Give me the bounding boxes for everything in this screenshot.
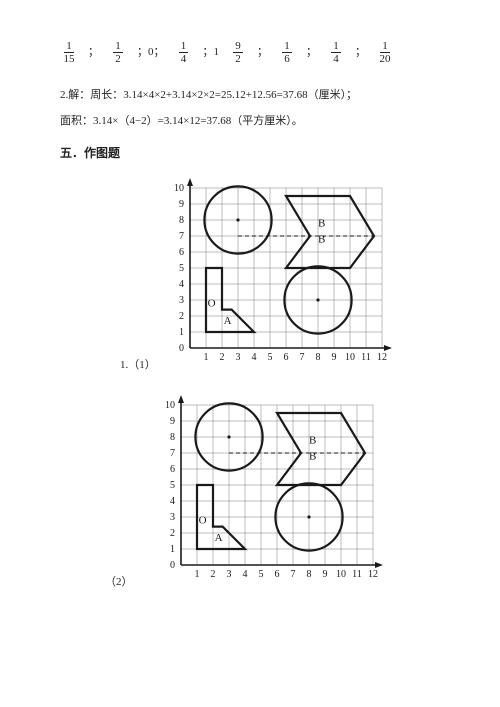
fraction: 14 (327, 40, 345, 65)
separator: ； (253, 44, 272, 62)
svg-text:7: 7 (299, 352, 304, 363)
svg-text:1: 1 (179, 327, 184, 338)
svg-text:4: 4 (170, 496, 175, 507)
svg-text:9: 9 (170, 416, 175, 427)
fraction: 115 (60, 40, 78, 65)
separator: ； (351, 44, 370, 62)
svg-text:8: 8 (315, 352, 320, 363)
svg-text:1: 1 (194, 569, 199, 580)
diagram-2: 012345678910123456789101112AOBB (155, 393, 385, 598)
svg-text:B: B (309, 434, 316, 446)
figure-2-block: （2） 012345678910123456789101112AOBB (105, 393, 450, 598)
svg-text:10: 10 (336, 569, 346, 580)
svg-text:11: 11 (352, 569, 362, 580)
diagram-1: 012345678910123456789101112AOBB (164, 176, 394, 381)
svg-text:A: A (214, 532, 222, 544)
fraction: 120 (376, 40, 394, 65)
svg-text:8: 8 (170, 432, 175, 443)
svg-text:3: 3 (170, 512, 175, 523)
svg-text:3: 3 (179, 295, 184, 306)
svg-text:4: 4 (179, 279, 184, 290)
separator: ；1 (199, 44, 224, 62)
svg-text:1: 1 (203, 352, 208, 363)
figure-2-label: （2） (105, 574, 133, 598)
svg-text:B: B (318, 233, 325, 245)
svg-text:8: 8 (306, 569, 311, 580)
svg-text:3: 3 (235, 352, 240, 363)
area-solution: 面积：3.14×（4−2）=3.14×12=37.68（平方厘米）。 (60, 113, 450, 131)
fraction: 14 (175, 40, 193, 65)
svg-text:9: 9 (179, 199, 184, 210)
svg-text:5: 5 (170, 480, 175, 491)
svg-text:5: 5 (179, 263, 184, 274)
perimeter-solution: 2.解：周长：3.14×4×2+3.14×2×2=25.12+12.56=37.… (60, 87, 450, 105)
svg-text:O: O (198, 514, 206, 526)
svg-text:4: 4 (242, 569, 247, 580)
svg-text:5: 5 (258, 569, 263, 580)
separator: ； (84, 44, 103, 62)
svg-text:0: 0 (170, 560, 175, 571)
svg-text:7: 7 (179, 231, 184, 242)
svg-text:10: 10 (165, 400, 175, 411)
svg-text:1: 1 (170, 544, 175, 555)
svg-text:12: 12 (377, 352, 387, 363)
fraction: 12 (109, 40, 127, 65)
svg-text:6: 6 (283, 352, 288, 363)
figure-1-block: 1.（1） 012345678910123456789101112AOBB (120, 176, 450, 381)
svg-text:2: 2 (179, 311, 184, 322)
figure-1-label: 1.（1） (120, 357, 156, 381)
svg-text:9: 9 (322, 569, 327, 580)
svg-text:O: O (207, 297, 215, 309)
svg-text:12: 12 (368, 569, 378, 580)
svg-text:0: 0 (179, 343, 184, 354)
svg-text:B: B (309, 450, 316, 462)
svg-text:8: 8 (179, 215, 184, 226)
svg-text:10: 10 (174, 183, 184, 194)
section-title: 五．作图题 (60, 144, 450, 163)
svg-text:A: A (223, 315, 231, 327)
svg-text:9: 9 (331, 352, 336, 363)
svg-text:B: B (318, 217, 325, 229)
svg-text:5: 5 (267, 352, 272, 363)
svg-text:7: 7 (170, 448, 175, 459)
svg-text:7: 7 (290, 569, 295, 580)
svg-text:6: 6 (170, 464, 175, 475)
svg-text:2: 2 (170, 528, 175, 539)
fraction: 16 (278, 40, 296, 65)
separator: ； (302, 44, 321, 62)
svg-text:3: 3 (226, 569, 231, 580)
svg-text:4: 4 (251, 352, 256, 363)
fraction: 92 (229, 40, 247, 65)
fraction-answer-row: 115 ； 12 ；0； 14 ；1 92 ； 16 ； 14 ； 120 (60, 40, 450, 65)
separator: ；0； (133, 44, 169, 62)
svg-text:10: 10 (345, 352, 355, 363)
svg-text:6: 6 (274, 569, 279, 580)
svg-text:11: 11 (361, 352, 371, 363)
svg-text:6: 6 (179, 247, 184, 258)
svg-text:2: 2 (210, 569, 215, 580)
svg-text:2: 2 (219, 352, 224, 363)
